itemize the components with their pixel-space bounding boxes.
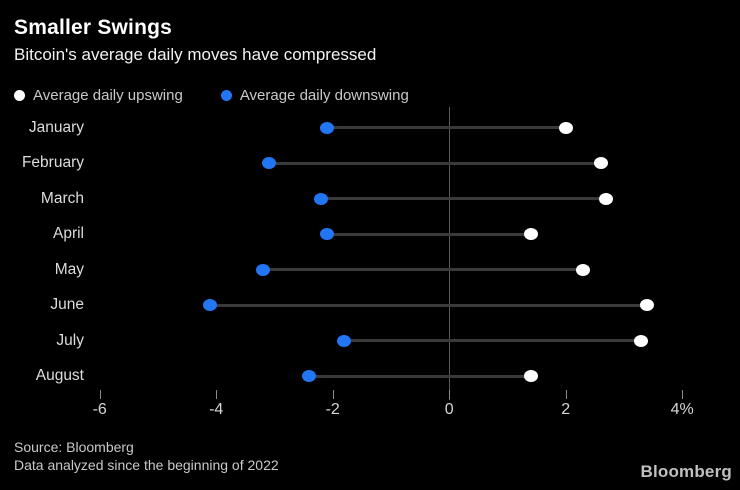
- source-line: Source: Bloomberg: [14, 439, 134, 455]
- category-label-july: July: [56, 331, 84, 349]
- upswing-dot: [523, 370, 538, 382]
- category-label-january: January: [28, 118, 84, 136]
- upswing-dot: [640, 299, 655, 311]
- downswing-dot: [319, 228, 334, 240]
- downswing-dot: [337, 334, 352, 347]
- upswing-dot: [558, 121, 573, 134]
- x-axis-tick: [332, 390, 334, 399]
- downswing-dot-icon: [220, 90, 232, 101]
- x-axis-tick: [565, 390, 567, 399]
- downswing-dot: [302, 370, 317, 382]
- upswing-dot: [523, 228, 538, 240]
- chart-title: Smaller Swings: [14, 16, 173, 39]
- category-label-august: August: [35, 367, 84, 384]
- legend-label-downswing: Average daily downswing: [239, 87, 409, 104]
- x-axis-tick-label: -4: [209, 401, 224, 418]
- upswing-dot: [593, 157, 608, 169]
- dumbbell-connector: [326, 232, 531, 236]
- footer-source: Source: Bloomberg Data analyzed since th…: [14, 438, 279, 474]
- x-axis-tick-label: 2: [561, 401, 571, 418]
- x-axis-tick: [216, 390, 218, 399]
- dumbbell-connector: [321, 197, 607, 200]
- category-label-april: April: [52, 225, 84, 242]
- x-axis-tick-label: -6: [92, 401, 107, 418]
- x-axis-tick-label: -2: [325, 401, 340, 418]
- x-axis-tick: [682, 390, 684, 399]
- category-label-june: June: [50, 296, 84, 313]
- downswing-dot: [261, 157, 276, 169]
- upswing-dot: [576, 263, 591, 276]
- upswing-dot: [634, 334, 649, 347]
- chart-subtitle: Bitcoin's average daily moves have compr…: [14, 45, 377, 64]
- dumbbell-connector: [309, 374, 531, 378]
- upswing-dot-icon: [14, 90, 25, 101]
- legend: Average daily upswing Average daily down…: [14, 87, 409, 104]
- category-label-march: March: [40, 189, 84, 207]
- zero-axis-line: [449, 107, 451, 400]
- downswing-dot: [203, 299, 218, 311]
- category-label-may: May: [54, 260, 84, 278]
- legend-item-upswing: Average daily upswing: [14, 87, 183, 104]
- dumbbell-connector: [344, 339, 642, 342]
- category-label-february: February: [21, 154, 84, 171]
- dumbbell-connector: [326, 126, 566, 129]
- x-axis-tick: [99, 390, 101, 399]
- x-axis-tick: [449, 390, 451, 399]
- dumbbell-connector: [210, 303, 648, 307]
- bloomberg-logo: Bloomberg: [640, 462, 732, 481]
- downswing-dot: [319, 121, 334, 134]
- x-axis-tick-label: 0: [444, 401, 454, 418]
- dumbbell-connector: [262, 268, 584, 271]
- downswing-dot: [255, 263, 270, 276]
- note-line: Data analyzed since the beginning of 202…: [14, 457, 279, 473]
- downswing-dot: [314, 192, 329, 205]
- legend-item-downswing: Average daily downswing: [220, 87, 409, 104]
- dumbbell-connector: [268, 161, 601, 165]
- upswing-dot: [599, 192, 614, 205]
- x-axis-tick-label: 4%: [670, 401, 694, 418]
- legend-label-upswing: Average daily upswing: [33, 87, 183, 104]
